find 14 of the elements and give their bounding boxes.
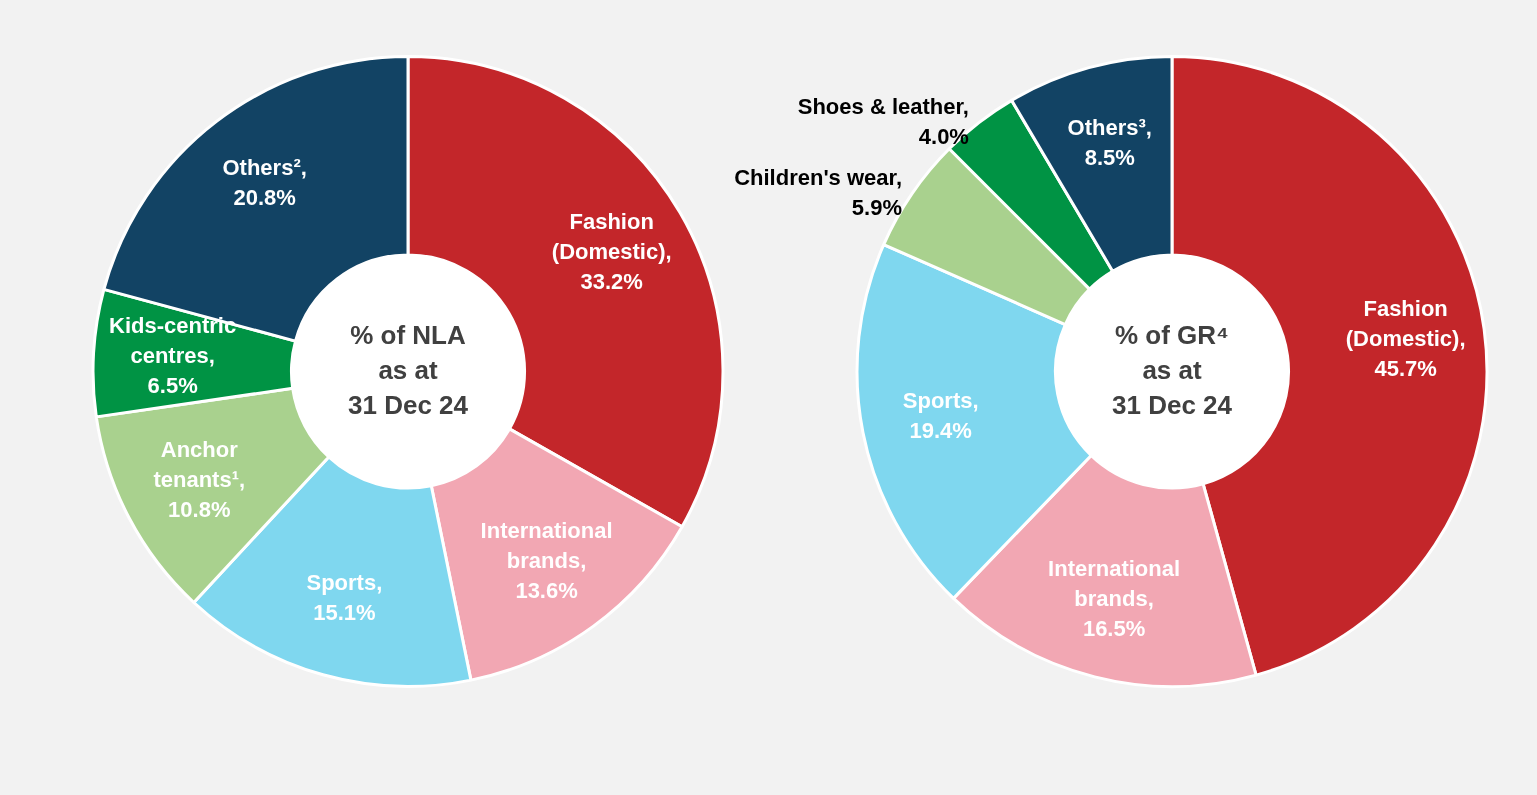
slice-label: Kids-centric centres, 6.5% [109, 313, 237, 399]
slice-label: International brands, 13.6% [480, 518, 613, 604]
slice-label: Fashion (Domestic), 45.7% [1345, 295, 1466, 381]
slice-label: Children's wear, 5.9% [734, 164, 903, 220]
slice-label: Sports, 19.4% [902, 388, 979, 444]
slice-label: Fashion (Domestic), 33.2% [551, 208, 672, 294]
slice-label: Sports, 15.1% [306, 569, 383, 625]
text: % of GR⁴ as at 31 Dec 24 [1112, 319, 1233, 420]
slice-label: Shoes & leather, 4.0% [797, 93, 969, 149]
slice-label: Others³, 8.5% [1067, 115, 1152, 171]
slice-label: Others², 20.8% [222, 155, 307, 211]
text: % of NLA as at 31 Dec 24 [348, 319, 469, 420]
slice-label: International brands, 16.5% [1048, 556, 1181, 642]
slice-label: Anchor tenants¹, 10.8% [153, 437, 246, 523]
